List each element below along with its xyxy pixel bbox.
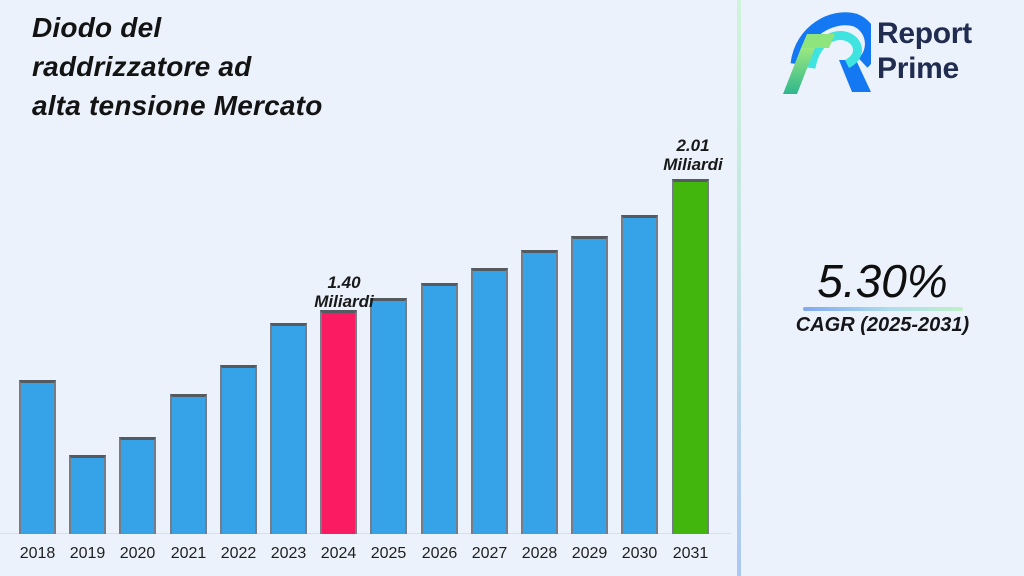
x-axis-label-2025: 2025 xyxy=(370,545,407,562)
brand-name-line2: Prime xyxy=(877,52,959,85)
bar-2029 xyxy=(571,236,608,534)
vertical-divider xyxy=(737,0,741,576)
x-axis-label-2028: 2028 xyxy=(521,545,558,562)
bar-2024 xyxy=(320,310,357,534)
x-axis-label-2024: 2024 xyxy=(320,545,357,562)
x-axis-label-2026: 2026 xyxy=(421,545,458,562)
data-label-2024-unit: Miliardi xyxy=(314,292,374,311)
cagr-value: 5.30% xyxy=(817,255,948,307)
cagr-label: CAGR (2025-2031) xyxy=(795,314,970,336)
bar-2021 xyxy=(170,394,207,534)
brand-logo: Report Prime xyxy=(781,12,972,96)
report-prime-logo-icon xyxy=(783,12,871,94)
x-axis-label-2019: 2019 xyxy=(69,545,106,562)
data-label-2024-value: 1.40 xyxy=(327,273,361,292)
bar-2031 xyxy=(672,179,709,534)
bar-2020 xyxy=(119,437,156,534)
bar-2018 xyxy=(19,380,56,534)
x-axis-label-2021: 2021 xyxy=(170,545,207,562)
x-axis-label-2018: 2018 xyxy=(19,545,56,562)
bar-2030 xyxy=(621,215,658,534)
x-axis-label-2022: 2022 xyxy=(220,545,257,562)
bar-2026 xyxy=(421,283,458,534)
x-axis-line xyxy=(0,533,731,534)
bar-2028 xyxy=(521,250,558,534)
bar-2023 xyxy=(270,323,307,534)
data-label-2024: 1.40 Miliardi xyxy=(284,273,404,311)
cagr-underline xyxy=(803,307,963,311)
x-axis-label-2031: 2031 xyxy=(672,545,709,562)
bar-2027 xyxy=(471,268,508,534)
x-axis-label-2020: 2020 xyxy=(119,545,156,562)
bar-2025 xyxy=(370,298,407,534)
bar-2019 xyxy=(69,455,106,534)
brand-name: Report Prime xyxy=(877,16,972,86)
x-axis-label-2030: 2030 xyxy=(621,545,658,562)
x-axis-label-2027: 2027 xyxy=(471,545,508,562)
data-label-2031-value: 2.01 xyxy=(676,136,710,155)
chart-title: Diodo del raddrizzatore ad alta tensione… xyxy=(32,12,323,121)
x-axis-label-2023: 2023 xyxy=(270,545,307,562)
bar-2022 xyxy=(220,365,257,534)
x-axis-label-2029: 2029 xyxy=(571,545,608,562)
data-label-2031-unit: Miliardi xyxy=(663,155,723,174)
brand-name-line1: Report xyxy=(877,17,972,50)
data-label-2031: 2.01 Miliardi xyxy=(633,136,753,174)
